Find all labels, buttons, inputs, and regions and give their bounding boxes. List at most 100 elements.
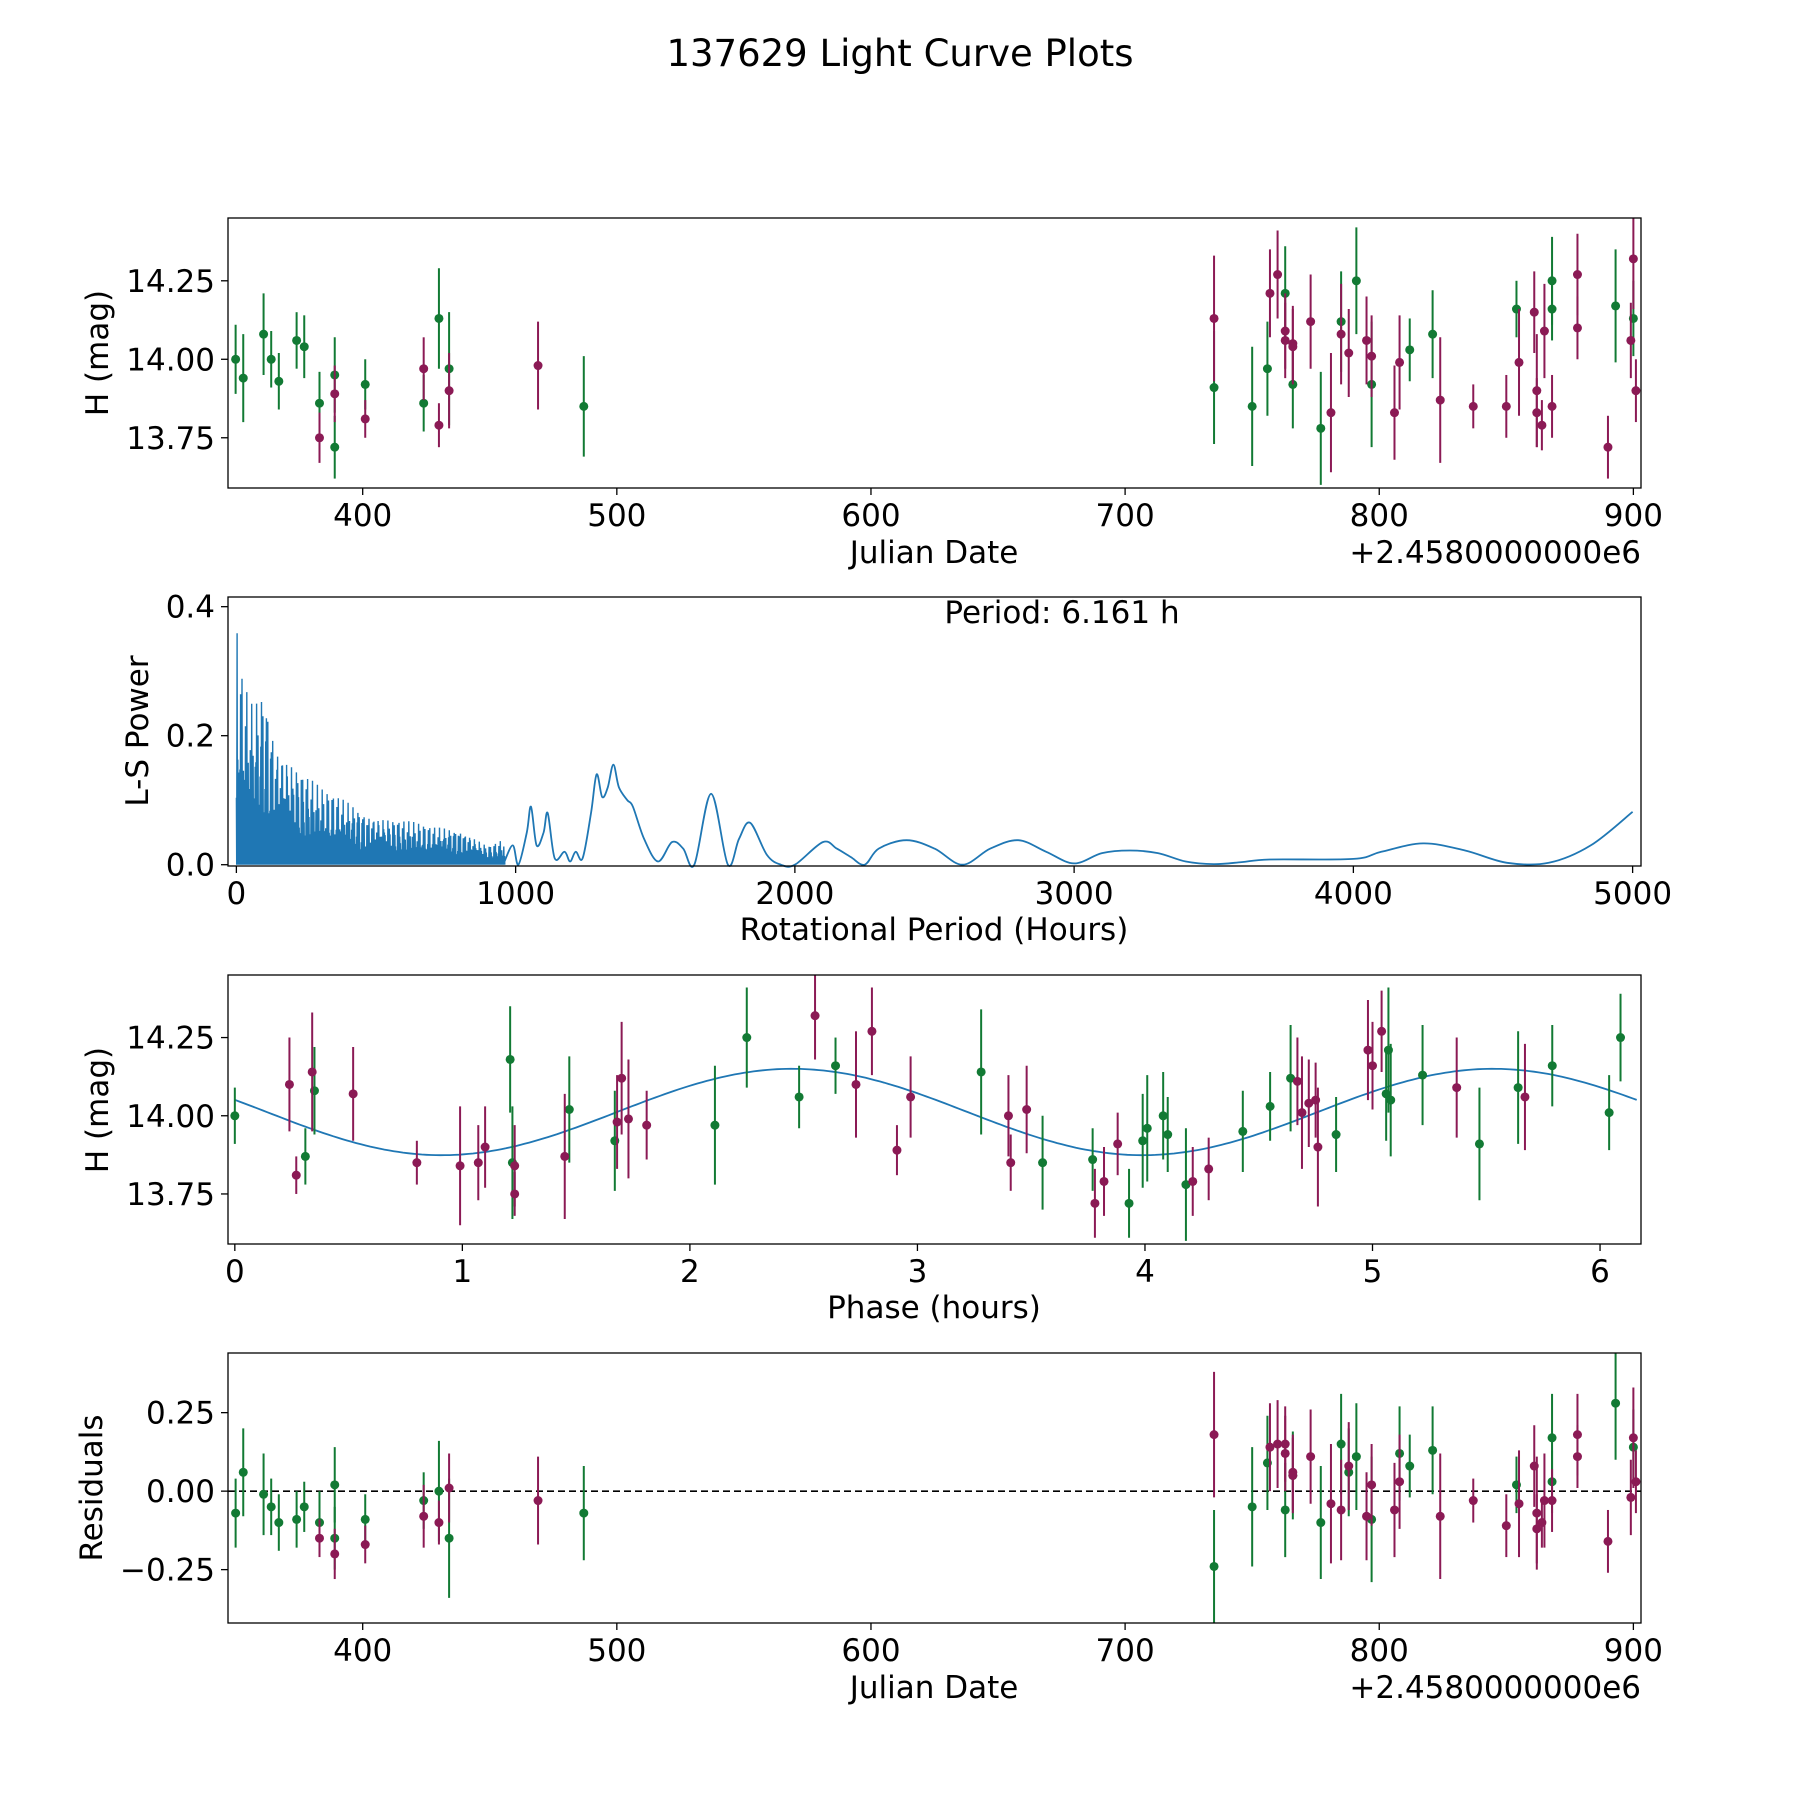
phase-magenta-point-24 [1099, 1176, 1109, 1186]
residuals-xtick-label-1: 500 [587, 1633, 646, 1669]
lightcurve-magenta-point-23 [1468, 401, 1478, 411]
residuals-green-point-3 [266, 1502, 276, 1512]
residuals-green-point-27 [1428, 1445, 1438, 1455]
phase-magenta-point-27 [1204, 1164, 1214, 1174]
phase-magenta-point-2 [307, 1067, 317, 1077]
lightcurve-green-point-10 [360, 379, 370, 389]
lightcurve-magenta-point-20 [1389, 408, 1399, 418]
lightcurve-magenta-point-28 [1532, 408, 1542, 418]
phase-magenta-point-16 [851, 1079, 861, 1089]
periodogram-xtick-label-4: 4000 [1314, 876, 1393, 912]
phase-green-point-3 [505, 1054, 515, 1064]
lightcurve-magenta-point-8 [1265, 288, 1275, 298]
phase-magenta-point-23 [1090, 1198, 1100, 1208]
light-curve-ylabel: H (mag) [80, 290, 116, 416]
residuals-green-point-31 [1611, 1398, 1621, 1408]
phase-green-point-8 [742, 1033, 752, 1043]
periodogram-xtick-label-1: 1000 [476, 876, 555, 912]
periodogram-panel: 0 1000 2000 3000 4000 5000 0.0 0.2 0.4 Period: 6… [120, 590, 1672, 948]
periodogram-forest [235, 633, 506, 865]
lightcurve-green-point-4 [274, 376, 284, 386]
lightcurve-green-point-7 [314, 398, 324, 408]
residuals-green-point-13 [444, 1533, 454, 1543]
residuals-points [231, 1353, 1641, 1623]
residuals-frame [227, 1352, 1642, 1624]
phase-magenta-point-37 [1520, 1092, 1530, 1102]
lightcurve-xtick-label-1: 500 [587, 498, 646, 534]
residuals-magenta-point-25 [1514, 1499, 1524, 1509]
lightcurve-magenta-point-36 [1628, 254, 1638, 264]
residuals-magenta-point-15 [1326, 1499, 1336, 1509]
phase-green-point-18 [1163, 1130, 1173, 1140]
lightcurve-green-point-28 [1547, 304, 1557, 314]
residuals-green-point-0 [231, 1508, 241, 1518]
lightcurve-magenta-point-18 [1362, 335, 1372, 345]
lightcurve-magenta-point-3 [419, 364, 429, 374]
lightcurve-green-point-20 [1316, 423, 1326, 433]
phase-magenta-point-14 [642, 1120, 652, 1130]
periodogram-xtick-label-3: 3000 [1035, 876, 1114, 912]
phase-magenta-point-1 [291, 1170, 301, 1180]
lightcurve-green-point-12 [434, 313, 444, 323]
periodogram-xtick-label-5: 5000 [1593, 876, 1672, 912]
light-curve-frame [227, 217, 1642, 489]
residuals-xtick-label-5: 900 [1604, 1633, 1663, 1669]
residuals-magenta-point-14 [1306, 1452, 1316, 1462]
residuals-ytick-label-0: −0.25 [120, 1553, 215, 1589]
residuals-xlabel: Julian Date [848, 1670, 1019, 1706]
lightcurve-magenta-point-2 [360, 414, 370, 424]
phase-ytick-label-1: 14.00 [126, 1099, 215, 1135]
residuals-magenta-point-18 [1362, 1511, 1372, 1521]
lightcurve-magenta-point-30 [1539, 326, 1549, 336]
lightcurve-magenta-point-35 [1626, 335, 1636, 345]
lightcurve-magenta-point-32 [1572, 270, 1582, 280]
lightcurve-magenta-point-9 [1273, 270, 1283, 280]
lightcurve-magenta-point-7 [1209, 313, 1219, 323]
lightcurve-xtick-label-0: 400 [333, 498, 392, 534]
phase-magenta-point-35 [1377, 1026, 1387, 1036]
phase-green-point-14 [1124, 1198, 1134, 1208]
lightcurve-green-point-5 [292, 335, 302, 345]
light-curve-offset-text: +2.4580000000e6 [1349, 535, 1641, 571]
lightcurve-magenta-point-31 [1547, 401, 1557, 411]
phase-magenta-point-11 [612, 1117, 622, 1127]
phase-magenta-point-4 [412, 1158, 422, 1168]
periodogram-frame [227, 596, 1642, 867]
phase-magenta-point-21 [1006, 1158, 1016, 1168]
residuals-magenta-point-20 [1389, 1505, 1399, 1515]
residuals-green-point-20 [1316, 1518, 1326, 1528]
residuals-xtick-label-3: 700 [1096, 1633, 1155, 1669]
lightcurve-magenta-point-5 [444, 386, 454, 396]
phase-green-point-15 [1138, 1136, 1148, 1146]
residuals-magenta-point-22 [1435, 1511, 1445, 1521]
lightcurve-magenta-point-33 [1572, 323, 1582, 333]
phase-magenta-point-20 [1003, 1111, 1013, 1121]
phase-ytick-label-0: 13.75 [126, 1177, 215, 1213]
lightcurve-green-point-29 [1611, 301, 1621, 311]
phase-magenta-point-10 [560, 1151, 570, 1161]
residuals-green-point-26 [1405, 1461, 1415, 1471]
lightcurve-xtick-label-2: 600 [841, 498, 900, 534]
lightcurve-green-point-14 [579, 401, 589, 411]
residuals-green-point-14 [579, 1508, 589, 1518]
phase-xlabel: Phase (hours) [827, 1290, 1041, 1326]
residuals-green-point-6 [299, 1502, 309, 1512]
lightcurve-magenta-point-25 [1514, 357, 1524, 367]
residuals-ylabel: Residuals [74, 1414, 110, 1561]
phase-green-point-16 [1142, 1123, 1152, 1133]
phase-green-point-26 [1386, 1095, 1396, 1105]
phase-green-point-27 [1418, 1070, 1428, 1080]
lightcurve-magenta-point-34 [1603, 442, 1613, 452]
residuals-magenta-point-11 [1280, 1448, 1290, 1458]
lightcurve-green-point-0 [231, 354, 241, 364]
phase-green-point-17 [1158, 1111, 1168, 1121]
residuals-green-point-4 [274, 1518, 284, 1528]
lightcurve-magenta-point-0 [314, 433, 324, 443]
lightcurve-green-point-16 [1247, 401, 1257, 411]
phase-magenta-point-36 [1452, 1083, 1462, 1093]
lightcurve-ytick-label-1: 14.00 [126, 342, 215, 378]
phase-green-point-9 [794, 1092, 804, 1102]
phase-magenta-point-28 [1292, 1076, 1302, 1086]
phase-magenta-point-30 [1304, 1098, 1314, 1108]
